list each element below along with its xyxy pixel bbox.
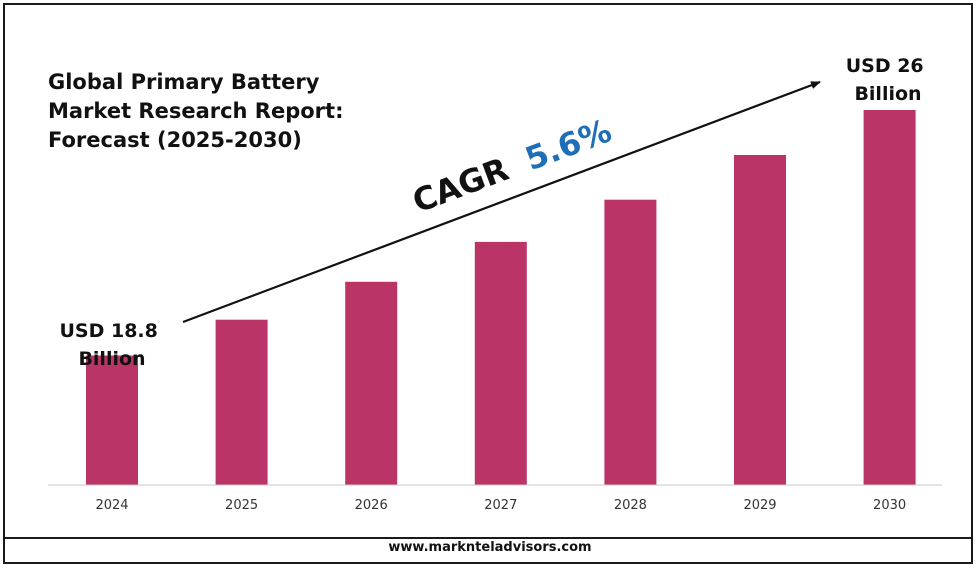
footer-divider	[5, 537, 971, 539]
bars-group	[86, 110, 916, 485]
x-tick-label-2025: 2025	[225, 498, 258, 513]
growth-arrow	[182, 80, 821, 324]
bar-2024	[86, 355, 138, 485]
start-value-label: USD 18.8 Billion	[59, 320, 164, 370]
x-tick-label-2030: 2030	[873, 498, 906, 513]
website-url[interactable]: www.marknteladvisors.com	[388, 540, 592, 555]
bar-chart: 2024 2025 2026 2027 2028 2029 2030 CAGR 5.6% U…	[48, 55, 942, 513]
bar-2025	[215, 319, 268, 485]
end-value-label: USD 26 Billion	[846, 55, 931, 105]
start-value-line2: Billion	[78, 348, 145, 370]
x-tick-label-2024: 2024	[95, 498, 128, 513]
cagr-label: CAGR	[407, 150, 513, 220]
x-tick-labels: 2024 2025 2026 2027 2028 2029 2030	[95, 498, 906, 513]
end-value-line2: Billion	[854, 83, 921, 105]
end-value-line1: USD 26	[846, 55, 924, 77]
bar-2027	[474, 241, 527, 485]
x-tick-label-2026: 2026	[355, 498, 388, 513]
bar-2028	[604, 199, 657, 485]
bar-2030	[863, 110, 916, 485]
start-value-line1: USD 18.8	[59, 320, 157, 342]
x-tick-label-2028: 2028	[614, 498, 647, 513]
x-tick-label-2029: 2029	[743, 498, 776, 513]
bar-2029	[734, 155, 786, 485]
bar-2026	[345, 281, 398, 485]
cagr-annotation: CAGR 5.6%	[407, 111, 616, 220]
cagr-value: 5.6%	[520, 111, 616, 178]
x-tick-label-2027: 2027	[484, 498, 517, 513]
chart-title: Global Primary Battery Market Research R…	[48, 70, 344, 152]
